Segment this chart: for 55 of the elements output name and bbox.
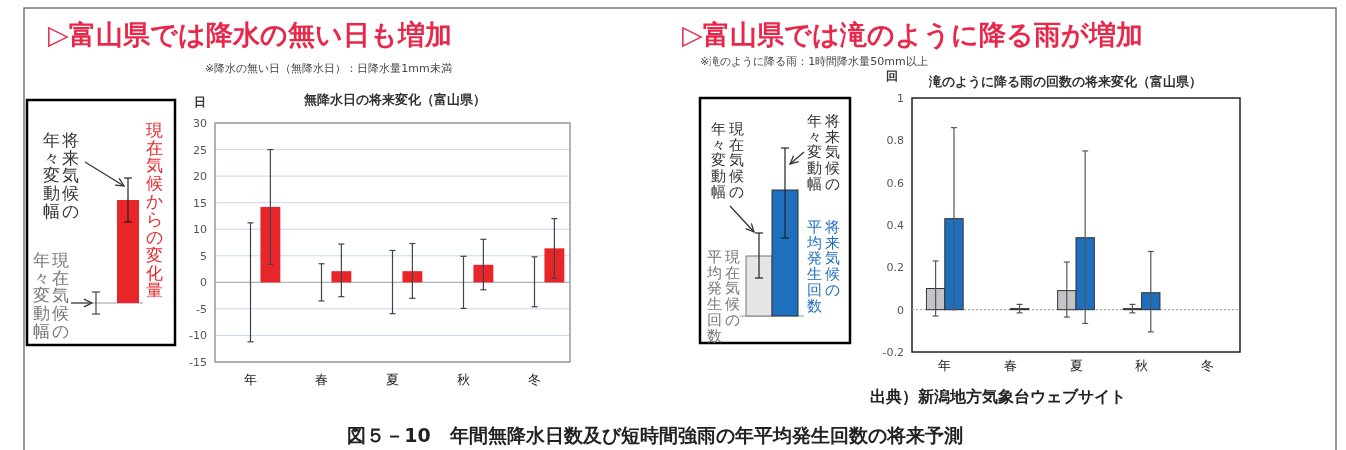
y-tick-label: 30 <box>193 117 207 130</box>
y-tick-label: 25 <box>193 143 207 157</box>
y-tick-label: 5 <box>200 249 207 263</box>
bar <box>402 271 423 283</box>
x-tick-label: 春 <box>315 372 328 387</box>
y-tick-label: -15 <box>189 356 207 369</box>
source-note: 出典）新潟地方気象台ウェブサイト <box>870 387 1126 406</box>
text: 年々変動幅 <box>32 249 50 342</box>
x-tick-label: 秋 <box>457 372 470 387</box>
chart-subtitle: 滝のように降る雨の回数の将来変化（富山県） <box>927 74 1202 89</box>
y-tick-label: -0.2 <box>882 346 904 359</box>
y-tick-label: 1 <box>897 92 904 105</box>
text: 平均発生回数 <box>805 217 822 315</box>
y-tick-label: 0.4 <box>886 219 904 232</box>
x-tick-label: 冬 <box>1200 358 1214 373</box>
text: 年々変動幅 <box>710 119 726 201</box>
text: 現在気候の <box>51 249 69 342</box>
y-tick-label: 0.8 <box>886 134 904 148</box>
x-tick-label: 秋 <box>1135 358 1149 373</box>
bar <box>331 271 352 283</box>
bar <box>260 206 281 283</box>
y-axis-title: 日 <box>194 95 206 109</box>
text: ※滝のように降る雨：1時間降水量50mm以上 <box>700 55 928 68</box>
text: 将来気候の <box>60 129 79 222</box>
bar <box>544 248 565 283</box>
chart-subtitle: 無降水日の将来変化（富山県） <box>303 92 486 107</box>
text: 年々変動幅 <box>806 111 822 193</box>
x-tick-label: 夏 <box>1069 358 1083 373</box>
x-tick-label: 春 <box>1003 358 1017 373</box>
chart-title: ▷富山県では滝のように降る雨が増加 <box>682 19 1143 50</box>
text: 現在気候からの変化量 <box>145 119 163 301</box>
text: 将来気候の <box>823 217 840 299</box>
y-axis-title: 回 <box>886 69 898 83</box>
text: 将来気候の <box>823 111 840 193</box>
x-tick-label: 夏 <box>386 372 399 387</box>
bar <box>473 264 494 283</box>
x-tick-label: 年 <box>244 372 257 387</box>
text: 平均発生回数 <box>705 247 722 345</box>
y-tick-label: 10 <box>193 223 207 237</box>
y-tick-label: 20 <box>193 170 207 184</box>
y-tick-label: 0 <box>897 303 904 317</box>
y-tick-label: 0.6 <box>886 176 904 190</box>
text: 現在気候の <box>724 247 740 329</box>
caption: 図５－10 年間無降水日数及び短時間強雨の年平均発生回数の将来予測 <box>347 424 963 446</box>
y-tick-label: 0 <box>200 276 207 290</box>
chart-title: ▷富山県では降水の無い日も増加 <box>48 19 452 50</box>
y-tick-label: 0.2 <box>886 261 904 275</box>
x-tick-label: 冬 <box>528 372 541 387</box>
text: 現在気候の <box>728 119 744 201</box>
y-tick-label: 15 <box>193 196 207 210</box>
text: 年々変動幅 <box>42 129 60 222</box>
x-tick-label: 年 <box>938 358 952 373</box>
y-tick-label: -5 <box>196 302 207 316</box>
y-tick-label: -10 <box>189 329 207 343</box>
text: ※降水の無い日（無降水日）：日降水量1mm未満 <box>205 62 452 75</box>
